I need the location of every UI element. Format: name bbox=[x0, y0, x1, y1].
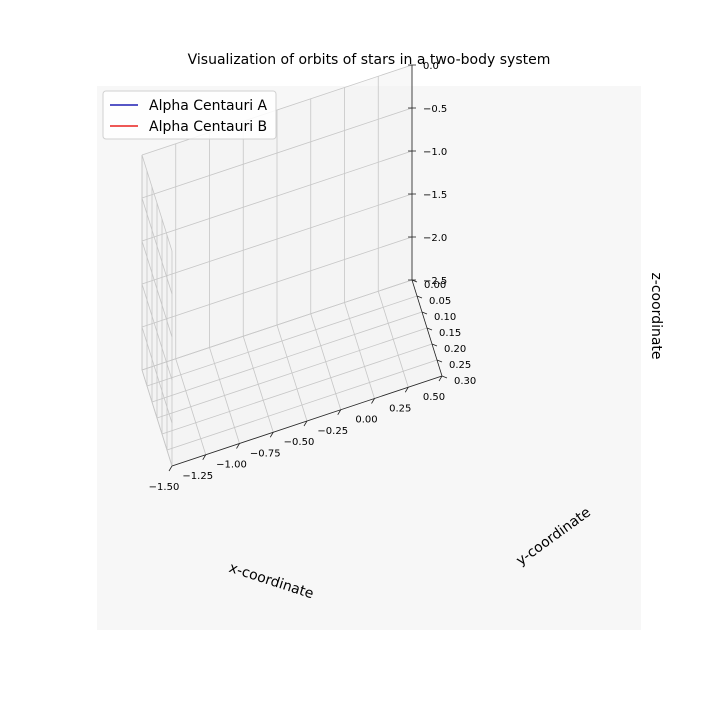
z-tick-label: 0.0 bbox=[423, 61, 439, 72]
y-tick-label: 0.20 bbox=[444, 344, 466, 355]
grid-line-side-z bbox=[141, 369, 173, 467]
y-tick-label: 0.00 bbox=[424, 280, 446, 291]
grid-line-back-z bbox=[141, 279, 413, 371]
y-tick-mark bbox=[421, 311, 428, 315]
z-tick-label: −0.5 bbox=[423, 104, 447, 115]
x-tick-label: 0.25 bbox=[389, 403, 411, 414]
z-tick-label: −2.5 bbox=[423, 276, 447, 287]
grid-line-side-z bbox=[141, 154, 173, 252]
x-tick-label: −1.25 bbox=[182, 471, 213, 482]
x-tick-mark bbox=[337, 409, 342, 415]
grid-line-side-z bbox=[141, 240, 173, 338]
grid-line-back-z bbox=[141, 107, 413, 199]
grid-line-back-z bbox=[141, 193, 413, 285]
z-tick-label: −1.0 bbox=[423, 147, 447, 158]
x-tick-label: −0.50 bbox=[284, 437, 315, 448]
grid-line-back-z bbox=[141, 150, 413, 242]
y-tick-mark bbox=[441, 375, 448, 379]
x-tick-mark bbox=[269, 432, 274, 438]
z-tick-label: −2.0 bbox=[423, 233, 447, 244]
chart-title: Visualization of orbits of stars in a tw… bbox=[188, 52, 551, 68]
y-tick-mark bbox=[431, 343, 438, 347]
y-tick-label: 0.05 bbox=[429, 296, 451, 307]
x-tick-mark bbox=[303, 420, 308, 427]
legend-frame bbox=[102, 90, 277, 140]
grid-line-floor-y bbox=[156, 327, 428, 419]
grid-line-floor-y bbox=[146, 295, 418, 387]
y-tick-label: 0.25 bbox=[449, 360, 471, 371]
x-tick-label: 0.50 bbox=[423, 392, 445, 403]
x-tick-mark bbox=[202, 454, 207, 460]
z-tick-label: −1.5 bbox=[423, 190, 447, 201]
x-tick-mark bbox=[404, 387, 409, 393]
x-tick-label: −1.50 bbox=[149, 482, 180, 493]
grid-line-floor-y bbox=[161, 343, 433, 435]
x-tick-label: −1.00 bbox=[216, 460, 247, 471]
x-tick-mark bbox=[438, 375, 443, 382]
grid-line-back-z bbox=[141, 236, 413, 328]
grid-line-side-z bbox=[141, 326, 173, 424]
z-axis-title: z-coordinate bbox=[648, 272, 664, 359]
x-tick-mark bbox=[168, 465, 173, 472]
y-tick-label: 0.15 bbox=[439, 328, 461, 339]
grid-line-side-z bbox=[141, 197, 173, 295]
grid-line-back-z bbox=[141, 64, 413, 156]
y-tick-label: 0.30 bbox=[454, 376, 476, 387]
y-tick-mark bbox=[426, 327, 433, 331]
x-tick-mark bbox=[236, 443, 240, 449]
tick-marks-and-labels: −1.50−1.25−1.00−0.75−0.50−0.25 0.00 0.25 0.… bbox=[149, 61, 477, 493]
grid-line-floor-y bbox=[166, 359, 438, 451]
legend: Alpha Centauri A Alpha Centauri B bbox=[102, 90, 277, 140]
y-tick-mark bbox=[416, 295, 423, 299]
x-tick-label: 0.00 bbox=[355, 415, 377, 426]
legend-label-alpha-centauri-b: Alpha Centauri B bbox=[149, 119, 267, 135]
y-tick-mark bbox=[436, 359, 443, 363]
x-tick-label: −0.25 bbox=[317, 426, 348, 437]
grid-line-side-z bbox=[141, 283, 173, 381]
legend-label-alpha-centauri-a: Alpha Centauri A bbox=[149, 98, 268, 114]
x-tick-mark bbox=[371, 398, 375, 404]
grid-line-floor-y bbox=[151, 311, 423, 403]
x-tick-label: −0.75 bbox=[250, 448, 281, 459]
y-tick-label: 0.10 bbox=[434, 312, 456, 323]
